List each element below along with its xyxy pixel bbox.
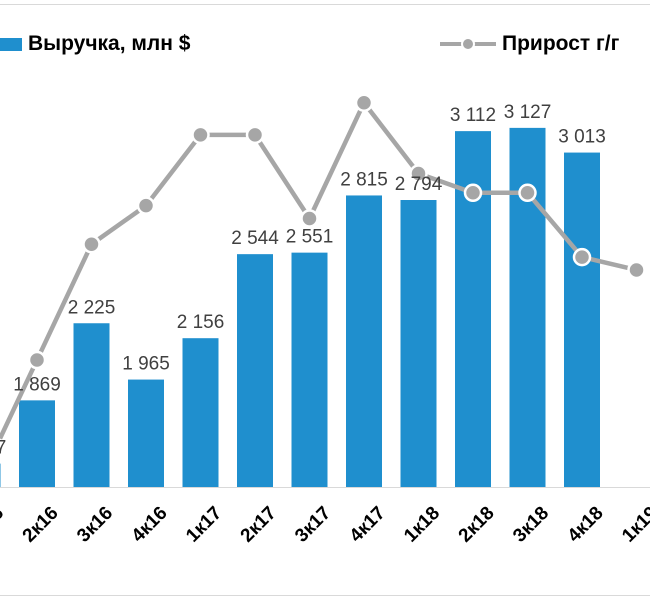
revenue-bar-3к16 [73, 323, 110, 487]
category-label-3к16: 3к16 [73, 503, 117, 547]
revenue-bar-1к18 [400, 200, 437, 487]
category-label-1к16: 1к16 [0, 503, 8, 547]
revenue-label-3к18: 3 127 [504, 102, 552, 123]
revenue-label-1к18: 2 794 [395, 174, 443, 195]
revenue-label-1к16: 1 577 [0, 438, 6, 459]
legend-revenue-label: Выручка, млн $ [28, 32, 191, 55]
growth-marker-2к18 [463, 183, 483, 203]
revenue-bar-1к17 [182, 338, 219, 487]
category-label-4к16: 4к16 [128, 503, 172, 547]
legend-revenue-swatch [0, 37, 22, 51]
revenue-label-4к17: 2 815 [340, 169, 388, 190]
revenue-label-1к17: 2 156 [177, 312, 225, 333]
revenue-bar-4к18 [564, 152, 600, 488]
revenue-label-3к16: 2 225 [68, 297, 116, 318]
growth-marker-4к18 [572, 247, 592, 267]
growth-marker-1к17 [191, 125, 210, 145]
legend-growth: Прирост г/г [440, 32, 619, 56]
category-label-2к18: 2к18 [455, 503, 499, 547]
category-label-3к17: 3к17 [291, 503, 335, 547]
chart-frame-bottom-border [0, 595, 650, 596]
legend-growth-swatch [440, 37, 496, 51]
revenue-bar-1к16 [0, 463, 1, 487]
legend-growth-label: Прирост г/г [502, 32, 620, 55]
category-label-2к17: 2к17 [237, 503, 281, 547]
growth-marker-1к18 [409, 164, 428, 183]
revenue-bar-4к16 [128, 379, 164, 487]
revenue-label-2к17: 2 544 [231, 228, 279, 249]
growth-marker-2к16 [27, 350, 47, 370]
revenue-bar-2к17 [237, 254, 273, 487]
category-label-4к18: 4к18 [564, 503, 608, 547]
revenue-label-2к16: 1 869 [13, 374, 61, 395]
revenue-bar-2к16 [19, 400, 55, 487]
chart-frame-top-border [0, 4, 650, 5]
revenue-label-3к17: 2 551 [286, 227, 334, 248]
growth-marker-4к16 [136, 196, 156, 215]
growth-marker-3к18 [518, 183, 537, 203]
category-label-2к16: 2к16 [19, 503, 63, 547]
revenue-label-2к18: 3 112 [450, 105, 496, 126]
category-label-1к18: 1к18 [400, 503, 444, 547]
category-label-1к19: 1к19 [618, 503, 650, 547]
category-label-4к17: 4к17 [346, 503, 390, 547]
revenue-bar-4к17 [346, 195, 382, 487]
legend-revenue: Выручка, млн $ [0, 32, 190, 56]
growth-marker-2к17 [245, 125, 265, 145]
growth-marker-4к17 [354, 93, 374, 112]
revenue-label-4к18: 3 013 [558, 127, 606, 148]
growth-marker-3к16 [82, 234, 101, 254]
growth-marker-3к17 [300, 209, 319, 228]
revenue-bar-3к18 [509, 127, 546, 487]
revenue-label-4к16: 1 965 [122, 354, 170, 375]
category-label-3к18: 3к18 [509, 503, 553, 547]
category-label-1к17: 1к17 [182, 503, 226, 547]
growth-marker-1к19 [627, 260, 646, 280]
revenue-bar-3к17 [291, 252, 328, 487]
